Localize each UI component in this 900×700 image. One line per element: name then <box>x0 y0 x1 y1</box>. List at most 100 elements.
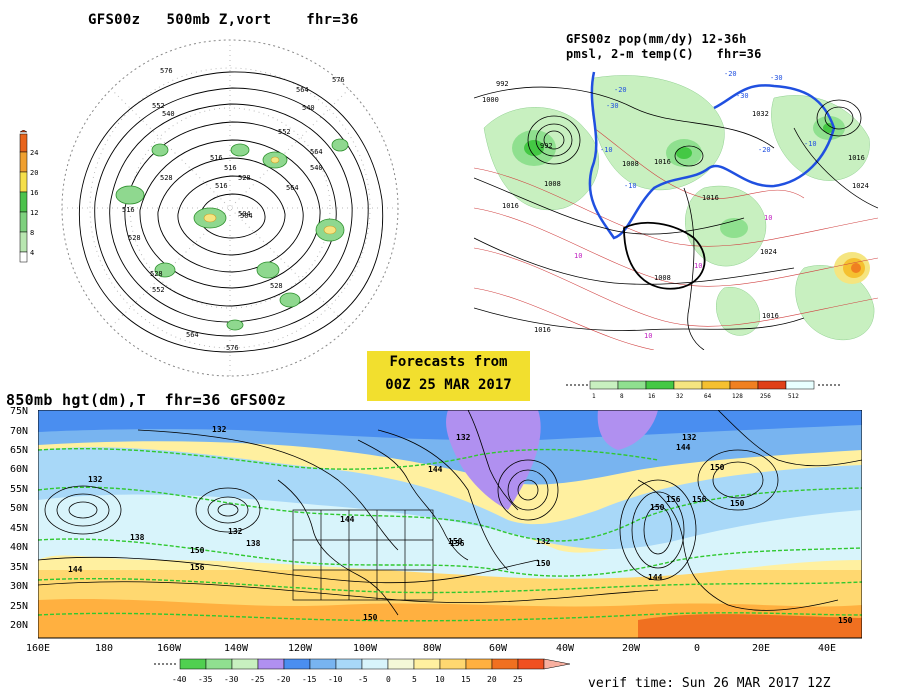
lon-label: 100W <box>353 643 378 654</box>
height-label: 132 <box>212 425 227 434</box>
forecast-init-box: Forecasts from 00Z 25 MAR 2017 <box>367 351 530 401</box>
height-label: 150 <box>536 559 551 568</box>
vort-label: 576 <box>160 67 173 75</box>
vort-label: 552 <box>152 286 165 294</box>
temp2m-label: -20 <box>758 146 771 154</box>
lon-label: 160E <box>26 643 51 654</box>
temp2m-label: 10 <box>694 262 702 270</box>
height-label: 150 <box>838 616 853 625</box>
forecast-line1: Forecasts from <box>389 354 508 370</box>
vort-label: 564 <box>186 331 199 339</box>
vort-label: 516 <box>210 154 223 162</box>
temp2m-label: -30 <box>770 74 783 82</box>
height-label: 138 <box>130 533 145 542</box>
temp-cbar-label: 20 <box>487 675 497 684</box>
lon-label: 160W <box>157 643 182 654</box>
lat-label: 55N <box>10 484 29 495</box>
lon-label: 180 <box>95 643 114 654</box>
pmsl-label: 1008 <box>622 160 639 168</box>
height-label: 156 <box>190 563 205 572</box>
vort-cbar-label: 8 <box>30 229 34 237</box>
vort-label: 528 <box>150 270 163 278</box>
temp-cbar-label: 5 <box>412 675 417 684</box>
temp-cbar-label: 10 <box>435 675 445 684</box>
lon-label: 20W <box>622 643 641 654</box>
temp2m-label: -10 <box>624 182 637 190</box>
pop-cbar-label: 8 <box>620 393 624 400</box>
vort-label: 540 <box>162 110 175 118</box>
vort-cbar-label: 16 <box>30 189 38 197</box>
pop-panel-title-line1: GFS00z pop(mm/dy) 12-36h <box>566 32 747 46</box>
vort-colorbar: 24 20 16 12 8 4 <box>19 130 38 263</box>
vort-map: 576 564 552 540 528 516 504 516 528 552 … <box>61 39 399 377</box>
pmsl-label: 1016 <box>702 194 719 202</box>
temp-cbar-label: 15 <box>461 675 471 684</box>
lon-label: 40E <box>818 643 837 654</box>
vort-label: 504 <box>240 212 253 220</box>
height-label: 138 <box>246 539 261 548</box>
lat-label: 50N <box>10 503 29 514</box>
height-label: 132 <box>536 537 551 546</box>
height-label: 144 <box>68 565 83 574</box>
height-label: 150 <box>710 463 725 472</box>
height-label: 132 <box>456 433 471 442</box>
verif-time: verif time: Sun 26 MAR 2017 12Z <box>588 676 831 691</box>
vort-label: 576 <box>226 344 239 352</box>
pop-cbar-label: 128 <box>732 393 743 400</box>
temp2m-label: -30 <box>736 92 749 100</box>
pmsl-label: 1016 <box>848 154 865 162</box>
temp-cbar-label: -20 <box>276 675 291 684</box>
height-label: 150 <box>190 546 205 555</box>
pmsl-label: 1016 <box>654 158 671 166</box>
height-label: 132 <box>228 527 243 536</box>
pmsl-label: 992 <box>496 80 509 88</box>
lon-label: 120W <box>288 643 313 654</box>
vort-label: 516 <box>122 206 135 214</box>
vort-cbar-label: 12 <box>30 209 38 217</box>
temp-cbar-label: -10 <box>328 675 343 684</box>
pop-cbar-label: 64 <box>704 393 712 400</box>
temp-cbar-label: 25 <box>513 675 523 684</box>
pop-cbar-label: 512 <box>788 393 799 400</box>
lat-label: 45N <box>10 523 29 534</box>
lat-label: 75N <box>10 406 29 417</box>
vort-label: 564 <box>296 86 309 94</box>
lat-label: 60N <box>10 464 29 475</box>
height-label: 150 <box>363 613 378 622</box>
temp-colorbar: -40 -35 -30 -25 -20 -15 -10 -5 0 5 10 15… <box>154 658 571 684</box>
vort-cbar-label: 4 <box>30 249 34 257</box>
lon-axis: 160E 180 160W 140W 120W 100W 80W 60W 40W… <box>0 643 900 657</box>
vort-label: 564 <box>286 184 299 192</box>
temp2m-label: -10 <box>600 146 613 154</box>
vort-label: 540 <box>310 164 323 172</box>
height-label: 144 <box>648 573 663 582</box>
temp-cbar-label: -15 <box>302 675 317 684</box>
lat-label: 30N <box>10 581 29 592</box>
pop-panel-title-line2: pmsl, 2-m temp(C) fhr=36 <box>566 47 762 61</box>
lat-label: 20N <box>10 620 29 631</box>
height-label: 156 <box>450 539 465 548</box>
pmsl-label: 1008 <box>544 180 561 188</box>
height-label: 150 <box>448 537 463 546</box>
temp-cbar-label: -25 <box>250 675 265 684</box>
temp-cbar-label: 0 <box>386 675 391 684</box>
temp2m-label: 10 <box>644 332 652 340</box>
pop-colorbar: 1 8 16 32 64 128 256 512 <box>566 380 842 400</box>
pop-cbar-label: 1 <box>592 393 596 400</box>
pop-cbar-label: 256 <box>760 393 771 400</box>
vort-label: 528 <box>160 174 173 182</box>
temp-cbar-label: -5 <box>358 675 368 684</box>
vort-label: 552 <box>152 102 165 110</box>
h850-map: 132 138 144 132 138 144 150 156 132 150 … <box>38 410 862 639</box>
height-label: 150 <box>730 499 745 508</box>
lon-label: 20E <box>752 643 771 654</box>
vort-cbar-label: 24 <box>30 149 38 157</box>
vort-label: 516 <box>224 164 237 172</box>
height-label: 156 <box>692 495 707 504</box>
pmsl-label: 1016 <box>502 202 519 210</box>
height-label: 150 <box>650 503 665 512</box>
pmsl-label: 1016 <box>534 326 551 334</box>
forecast-line2: 00Z 25 MAR 2017 <box>385 377 512 393</box>
vort-label: 540 <box>302 104 315 112</box>
height-label: 144 <box>428 465 443 474</box>
